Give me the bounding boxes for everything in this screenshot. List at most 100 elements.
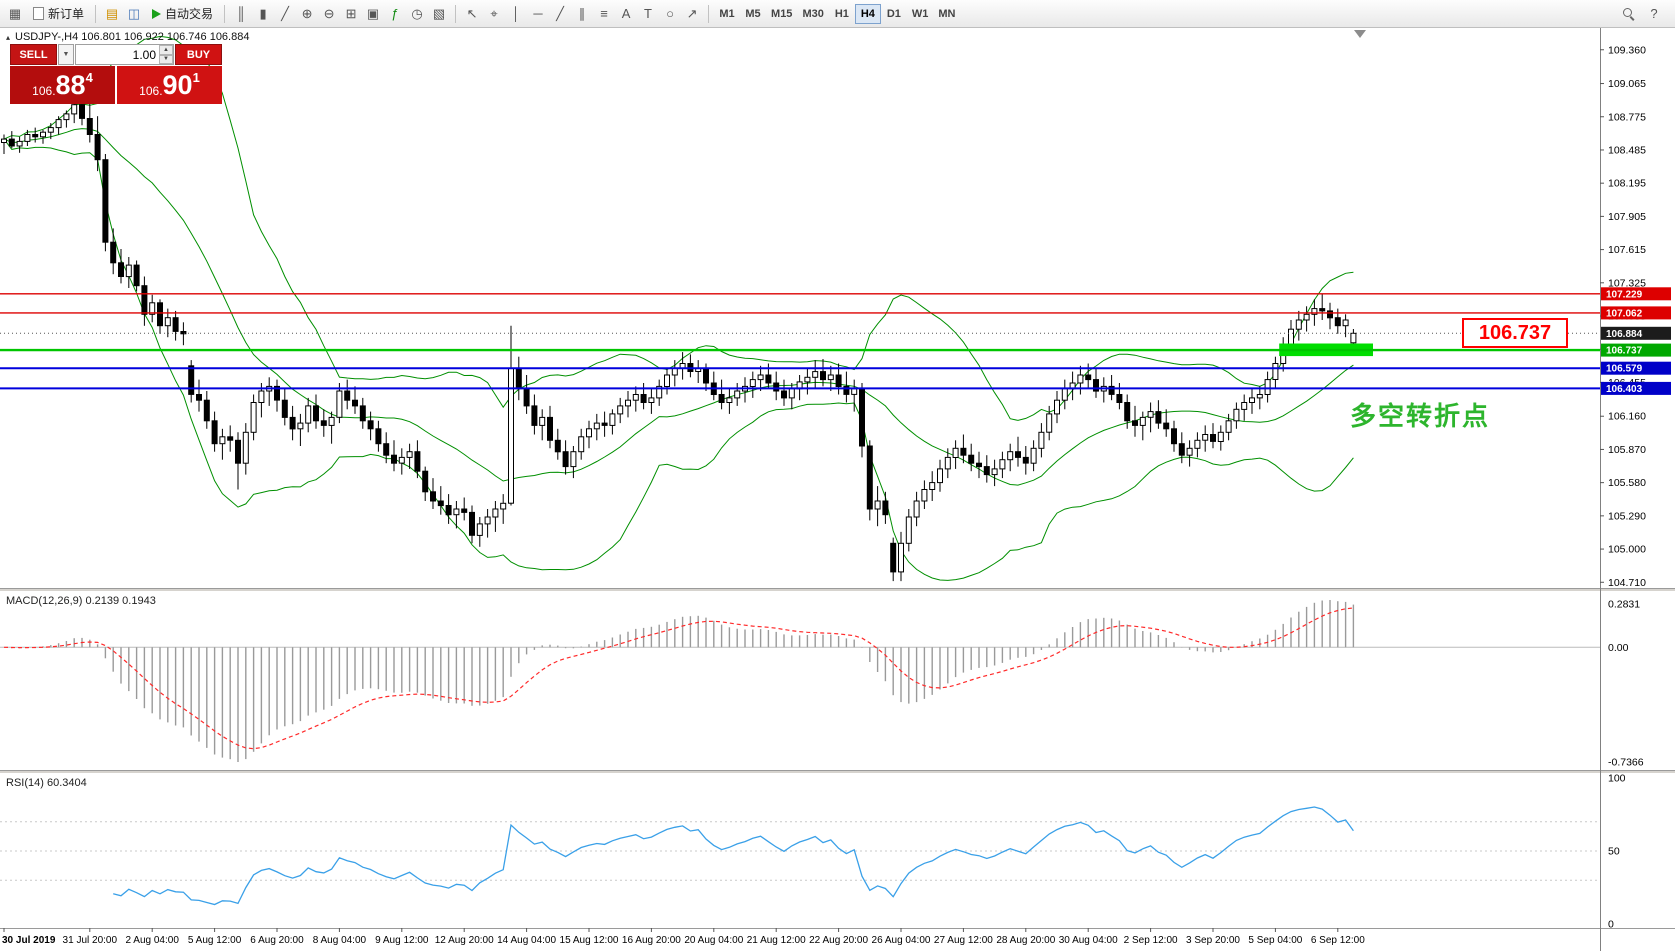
svg-text:105.870: 105.870 bbox=[1608, 444, 1646, 456]
timeframe-m5[interactable]: M5 bbox=[740, 4, 766, 24]
svg-text:6 Sep 12:00: 6 Sep 12:00 bbox=[1311, 935, 1365, 946]
channel-icon[interactable]: ∥ bbox=[578, 5, 586, 21]
autotrading-label: 自动交易 bbox=[165, 7, 214, 21]
text-icon[interactable]: A bbox=[621, 5, 631, 21]
horizontal-lines[interactable]: 107.229 107.062 106.884 106.737 106.579 106.4… bbox=[0, 287, 1671, 395]
price-tag bbox=[1601, 361, 1671, 375]
timeframe-m30[interactable]: M30 bbox=[797, 4, 828, 24]
timeframe-mn[interactable]: MN bbox=[933, 4, 960, 24]
svg-text:8 Aug 04:00: 8 Aug 04:00 bbox=[313, 935, 367, 946]
timeframe-w1[interactable]: W1 bbox=[907, 4, 934, 24]
new-chart-icon[interactable]: ▦ bbox=[8, 5, 22, 21]
help-icon[interactable]: ? bbox=[1650, 6, 1658, 21]
templates-icon[interactable]: ▧ bbox=[432, 5, 446, 21]
svg-text:107.229: 107.229 bbox=[1606, 289, 1643, 300]
svg-text:108.195: 108.195 bbox=[1608, 178, 1646, 190]
zoom-out-icon[interactable]: ⊖ bbox=[323, 5, 335, 21]
toolbar-separator bbox=[708, 4, 710, 23]
crosshair-icon[interactable]: ⌖ bbox=[490, 5, 498, 21]
svg-text:30 Jul 2019: 30 Jul 2019 bbox=[2, 935, 56, 946]
price-tag bbox=[1601, 381, 1671, 395]
new-order-icon bbox=[33, 7, 44, 20]
fibonacci-icon[interactable]: ≡ bbox=[600, 5, 608, 21]
chart-canvas[interactable]: 109.360 109.065 108.775 108.485 108.195 107.9… bbox=[0, 28, 1675, 951]
ellipse-icon[interactable]: ○ bbox=[666, 5, 674, 21]
chart-shift-marker[interactable] bbox=[1354, 30, 1366, 38]
tile-windows-icon[interactable]: ⊞ bbox=[345, 5, 357, 21]
time-axis[interactable]: 30 Jul 2019 31 Jul 20:00 2 Aug 04:00 5 Aug … bbox=[2, 928, 1365, 946]
horizontal-line-icon[interactable]: ─ bbox=[533, 5, 543, 21]
svg-text:107.062: 107.062 bbox=[1606, 308, 1643, 319]
new-order-label: 新订单 bbox=[48, 7, 85, 21]
navigator-icon[interactable]: ◫ bbox=[127, 5, 141, 21]
svg-text:106.579: 106.579 bbox=[1606, 364, 1643, 375]
sell-button[interactable]: SELL bbox=[10, 44, 57, 65]
buy-button[interactable]: BUY bbox=[175, 44, 222, 65]
periods-icon[interactable]: ◷ bbox=[411, 5, 423, 21]
toolbar-separator bbox=[455, 4, 457, 23]
svg-text:27 Aug 12:00: 27 Aug 12:00 bbox=[934, 935, 993, 946]
bar-chart-icon[interactable]: ║ bbox=[236, 5, 246, 21]
chevron-down-icon: ▼ bbox=[62, 51, 70, 58]
indicators-icon[interactable]: ƒ bbox=[391, 5, 399, 21]
toolbar-group-left: ▤ ◫ bbox=[101, 3, 145, 25]
svg-text:106.737: 106.737 bbox=[1606, 346, 1643, 357]
sell-price-button[interactable]: 106. 88 4 bbox=[10, 66, 115, 104]
svg-text:5 Aug 12:00: 5 Aug 12:00 bbox=[188, 935, 242, 946]
volume-dropdown-button[interactable]: ▼ bbox=[58, 44, 74, 65]
toolbar-group-chart: ║ ▮ ╱ ⊕ ⊖ ⊞ ▣ ƒ ◷ ▧ bbox=[230, 2, 450, 25]
svg-text:31 Jul 20:00: 31 Jul 20:00 bbox=[63, 935, 118, 946]
svg-text:0.2831: 0.2831 bbox=[1608, 599, 1640, 611]
sell-price-small: 106. bbox=[32, 84, 56, 98]
price-callout-label[interactable]: 106.737 bbox=[1462, 318, 1568, 348]
autotrading-play-icon bbox=[152, 8, 162, 19]
bollinger-bands bbox=[3, 35, 1354, 581]
search-icon[interactable] bbox=[1617, 3, 1639, 25]
cursor-icon[interactable]: ↖ bbox=[466, 5, 478, 21]
new-order-button[interactable]: 新订单 bbox=[27, 3, 90, 25]
toolbar-group-objects: ↖ ⌖ │ ─ ╱ ∥ ≡ A T ○ ↗ bbox=[461, 2, 703, 25]
svg-text:105.290: 105.290 bbox=[1608, 510, 1646, 522]
candlestick-chart-icon[interactable]: ▮ bbox=[259, 5, 267, 21]
svg-text:107.615: 107.615 bbox=[1608, 244, 1646, 256]
timeframe-h4[interactable]: H4 bbox=[854, 3, 881, 24]
volume-decrease-button[interactable]: ▼ bbox=[159, 54, 173, 64]
label-icon[interactable]: T bbox=[644, 5, 652, 21]
price-scale[interactable]: 109.360 109.065 108.775 108.485 108.195 107.9… bbox=[1600, 28, 1646, 951]
autotrading-button[interactable]: 自动交易 bbox=[146, 3, 219, 25]
rsi-indicator-label: RSI(14) 60.3404 bbox=[6, 777, 87, 789]
timeframe-h1[interactable]: H1 bbox=[829, 4, 855, 24]
vertical-line-icon[interactable]: │ bbox=[511, 5, 521, 21]
svg-text:104.710: 104.710 bbox=[1608, 577, 1646, 589]
svg-text:21 Aug 12:00: 21 Aug 12:00 bbox=[747, 935, 806, 946]
line-chart-icon[interactable]: ╱ bbox=[281, 5, 289, 21]
svg-text:20 Aug 04:00: 20 Aug 04:00 bbox=[684, 935, 743, 946]
volume-spinner: ▲ ▼ bbox=[159, 45, 173, 64]
svg-text:105.000: 105.000 bbox=[1608, 544, 1646, 556]
buy-price-button[interactable]: 106. 90 1 bbox=[117, 66, 222, 104]
arrows-icon[interactable]: ↗ bbox=[686, 5, 698, 21]
svg-text:16 Aug 20:00: 16 Aug 20:00 bbox=[622, 935, 681, 946]
trendline-icon[interactable]: ╱ bbox=[556, 5, 564, 21]
market-watch-icon[interactable]: ▤ bbox=[105, 5, 119, 21]
chart-ohlc-header: ▴ USDJPY-,H4 106.801 106.922 106.746 106… bbox=[6, 31, 249, 43]
one-click-trading-panel: SELL ▼ ▲ ▼ BUY 106.884 106.901 bbox=[10, 44, 222, 104]
zoom-in-icon[interactable]: ⊕ bbox=[301, 5, 313, 21]
svg-text:30 Aug 04:00: 30 Aug 04:00 bbox=[1059, 935, 1118, 946]
svg-text:0.00: 0.00 bbox=[1608, 642, 1629, 654]
volume-field: ▲ ▼ bbox=[75, 44, 174, 65]
svg-text:3 Sep 20:00: 3 Sep 20:00 bbox=[1186, 935, 1240, 946]
toolbar-separator bbox=[224, 4, 226, 23]
rsi-indicator: 100 50 0 bbox=[0, 773, 1626, 931]
svg-text:28 Aug 20:00: 28 Aug 20:00 bbox=[996, 935, 1055, 946]
collapse-arrow-icon[interactable]: ▴ bbox=[6, 32, 11, 42]
volume-increase-button[interactable]: ▲ bbox=[159, 45, 173, 55]
svg-text:109.065: 109.065 bbox=[1608, 78, 1646, 90]
timeframe-m1[interactable]: M1 bbox=[714, 4, 740, 24]
auto-scroll-icon[interactable]: ▣ bbox=[366, 5, 380, 21]
volume-input[interactable] bbox=[76, 45, 159, 64]
timeframe-m15[interactable]: M15 bbox=[766, 4, 797, 24]
timeframe-d1[interactable]: D1 bbox=[881, 4, 907, 24]
chinese-annotation[interactable]: 多空转折点 bbox=[1350, 401, 1491, 431]
svg-text:105.580: 105.580 bbox=[1608, 477, 1646, 489]
